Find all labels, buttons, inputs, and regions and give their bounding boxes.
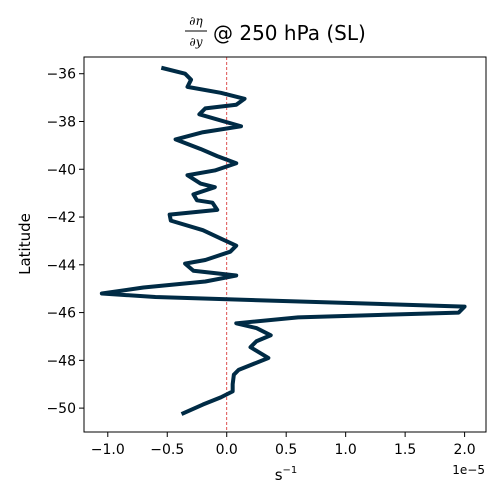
x-axis-label: s−1: [275, 465, 298, 484]
y-axis: −36 −38 −40 −42 −44 −46 −48 −50: [46, 67, 84, 417]
series-line-0: [99, 65, 467, 416]
y-tick-label: −40: [46, 162, 76, 178]
x-tick-label: 1.5: [394, 442, 416, 458]
x-axis-offset-label: 1e−5: [452, 463, 485, 477]
plot-frame: [83, 56, 487, 433]
plot-area: [99, 57, 467, 432]
x-axis-label-base: s: [275, 466, 283, 484]
x-tick-label: 2.0: [453, 442, 475, 458]
y-tick-label: −42: [46, 210, 76, 226]
y-tick-label: −44: [46, 258, 76, 274]
x-axis: −1.0 −0.5 0.0 0.5 1.0 1.5 2.0: [91, 432, 476, 458]
title-denominator: ∂y: [190, 35, 203, 49]
y-tick-label: −38: [46, 114, 76, 130]
title-suffix: @ 250 hPa (SL): [213, 21, 366, 45]
x-tick-label: −0.5: [150, 442, 184, 458]
x-tick-label: 0.0: [216, 442, 238, 458]
y-tick-label: −48: [46, 353, 76, 369]
chart-title: ∂η ∂y @ 250 hPa (SL): [185, 14, 366, 49]
y-tick-label: −46: [46, 306, 76, 322]
y-tick-label: −50: [46, 401, 76, 417]
x-tick-label: −1.0: [91, 442, 125, 458]
x-axis-label-superscript: −1: [283, 465, 298, 476]
x-tick-label: 1.0: [335, 442, 357, 458]
title-numerator: ∂η: [189, 14, 203, 28]
y-axis-label: Latitude: [16, 213, 34, 275]
x-tick-label: 0.5: [275, 442, 297, 458]
y-tick-label: −36: [46, 67, 76, 83]
